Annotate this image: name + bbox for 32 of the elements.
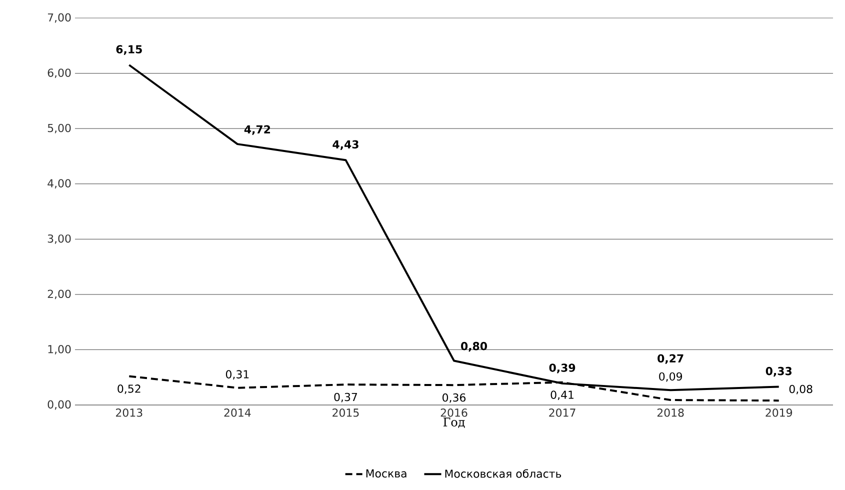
x-tick-label: 2018 (657, 408, 684, 417)
y-tick-label: 1,00 (48, 345, 71, 354)
data-label: 0,36 (442, 393, 466, 403)
x-tick-label: 2013 (116, 408, 142, 417)
data-label: 0,31 (226, 370, 249, 380)
x-tick-label: 2014 (224, 408, 251, 417)
data-label: 0,27 (658, 354, 684, 364)
data-label: 0,39 (549, 364, 576, 374)
y-tick-label: 2,00 (48, 290, 71, 300)
data-label: 6,15 (116, 45, 142, 55)
x-tick-label: 2015 (332, 408, 359, 417)
y-tick-label: 7,00 (48, 13, 71, 23)
data-label: 0,09 (659, 372, 682, 382)
data-label: 0,08 (789, 384, 812, 394)
data-label: 0,37 (334, 392, 357, 402)
y-tick-label: 0,00 (48, 400, 71, 410)
data-label: 0,80 (461, 342, 487, 352)
data-label: 0,33 (766, 366, 792, 377)
legend-label: Московская область (445, 469, 562, 478)
x-tick-label: 2019 (766, 408, 792, 417)
x-tick-label: 2016 (440, 408, 468, 417)
x-axis-title: Год (443, 418, 465, 428)
y-tick-label: 5,00 (48, 124, 71, 134)
data-label: 0,52 (118, 384, 140, 394)
y-tick-label: 6,00 (48, 68, 71, 78)
legend-label: Москва (366, 469, 406, 478)
data-label: 4,72 (244, 125, 270, 135)
y-tick-label: 3,00 (48, 234, 71, 244)
data-label: 0,41 (550, 390, 574, 400)
x-tick-label: 2017 (549, 408, 576, 417)
data-label: 4,43 (332, 140, 358, 150)
y-tick-label: 4,00 (48, 179, 71, 189)
